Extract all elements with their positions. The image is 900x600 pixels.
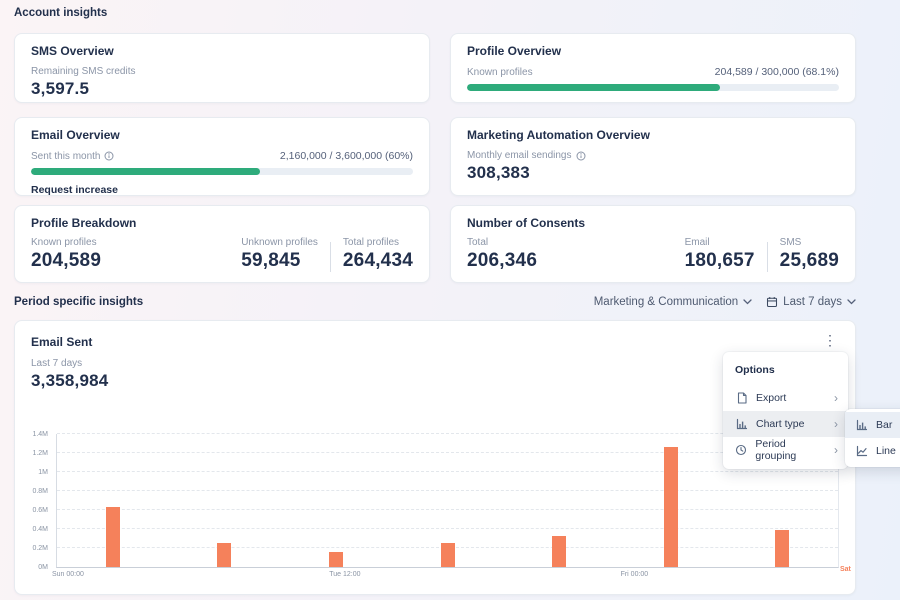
sent-this-month-label: Sent this month <box>31 150 101 162</box>
chevron-right-icon: › <box>834 443 838 457</box>
known-profiles-label: Known profiles <box>467 66 533 78</box>
y-tick-label: 1M <box>38 469 48 476</box>
chevron-right-icon: › <box>834 391 838 405</box>
known-profiles-fraction: 204,589 / 300,000 (68.1%) <box>714 66 839 78</box>
request-increase-link[interactable]: Request increase <box>31 184 118 196</box>
unknown-profiles-stat: Unknown profiles 59,845 <box>241 237 318 271</box>
email-sent-total: 3,358,984 <box>31 371 109 390</box>
gridline <box>57 509 838 510</box>
chart-y-axis: 0M 0.2M 0.4M 0.6M 0.8M 1M 1.2M 1.4M <box>15 431 51 571</box>
email-sent-fraction: 2,160,000 / 3,600,000 (60%) <box>279 150 413 162</box>
y-tick-label: 0.4M <box>32 526 48 533</box>
chart-x-axis: Sun 00:00 Tue 12:00 Fri 00:00 Sat <box>52 566 851 582</box>
period-insights-header: Period specific insights Marketing & Com… <box>14 296 856 308</box>
profile-overview-card: Profile Overview Known profiles 204,589 … <box>450 33 856 103</box>
consents-email-stat: Email 180,657 <box>684 237 755 271</box>
chevron-down-icon <box>743 299 752 305</box>
period-insights-heading: Period specific insights <box>14 296 144 308</box>
chart-type-submenu: Bar Line <box>845 409 900 467</box>
consents-total-stat: Total 206,346 <box>467 237 538 271</box>
total-profiles-stat: Total profiles 264,434 <box>342 237 413 271</box>
email-sent-subtitle: Last 7 days <box>31 358 83 369</box>
menu-item-chart-type[interactable]: Chart type › <box>723 411 848 437</box>
chevron-down-icon <box>847 299 856 305</box>
menu-item-export[interactable]: Export › <box>723 385 848 411</box>
gridline <box>57 433 838 434</box>
options-menu: Options Export › Chart type › Period gro… <box>723 352 848 469</box>
monthly-sendings-value: 308,383 <box>467 163 530 182</box>
y-tick-label: 1.4M <box>32 431 48 438</box>
profile-breakdown-card: Profile Breakdown Known profiles 204,589… <box>14 205 430 283</box>
divider <box>766 242 768 272</box>
email-overview-card: Email Overview Sent this month 2,160,000… <box>14 117 430 196</box>
gridline <box>57 528 838 529</box>
calendar-icon <box>766 296 778 308</box>
sms-overview-title: SMS Overview <box>31 44 114 58</box>
marketing-automation-title: Marketing Automation Overview <box>467 128 650 142</box>
sms-overview-card: SMS Overview Remaining SMS credits 3,597… <box>14 33 430 103</box>
profile-progress-fill <box>467 84 721 91</box>
bar-wed <box>440 542 455 567</box>
bar-tue <box>328 551 343 567</box>
bar-sun <box>105 507 120 567</box>
consents-sms-stat: SMS 25,689 <box>779 237 839 271</box>
bar-fri <box>663 447 678 567</box>
x-tick-label: Sun 00:00 <box>52 571 84 578</box>
x-tick-label: Fri 00:00 <box>620 571 649 578</box>
info-icon <box>104 151 114 161</box>
email-progress-track <box>31 168 413 175</box>
gridline <box>57 471 838 472</box>
email-progress-fill <box>31 168 261 175</box>
profile-breakdown-title: Profile Breakdown <box>31 216 137 230</box>
divider <box>329 242 331 272</box>
email-sent-title: Email Sent <box>31 335 93 349</box>
chart-plot <box>56 433 839 568</box>
consents-card: Number of Consents Total 206,346 Email 1… <box>450 205 856 283</box>
menu-item-period-grouping[interactable]: Period grouping › <box>723 437 848 463</box>
sms-credits-label: Remaining SMS credits <box>31 66 136 77</box>
line-chart-icon <box>855 445 868 457</box>
bar-chart-icon <box>855 419 868 431</box>
kebab-menu-icon[interactable]: ⋮ <box>823 332 837 348</box>
email-overview-title: Email Overview <box>31 128 120 142</box>
submenu-item-bar[interactable]: Bar <box>845 412 900 438</box>
options-menu-header: Options <box>735 364 775 376</box>
email-sent-card: Email Sent ⋮ Last 7 days 3,358,984 0M 0.2… <box>14 320 856 595</box>
bar-sat <box>775 530 790 567</box>
date-range-dropdown[interactable]: Last 7 days <box>766 296 856 308</box>
y-tick-label: 0.6M <box>32 507 48 514</box>
y-tick-label: 0.8M <box>32 488 48 495</box>
profile-progress-track <box>467 84 839 91</box>
y-tick-label: 0.2M <box>32 545 48 552</box>
account-insights-heading: Account insights <box>14 7 108 19</box>
x-end-label: Sat <box>840 566 851 573</box>
chevron-right-icon: › <box>834 417 838 431</box>
y-tick-label: 1.2M <box>32 450 48 457</box>
consents-title: Number of Consents <box>467 216 586 230</box>
y-tick-label: 0M <box>38 564 48 571</box>
gridline <box>57 490 838 491</box>
sms-credits-value: 3,597.5 <box>31 79 90 98</box>
info-icon <box>576 151 586 161</box>
file-icon <box>735 392 748 404</box>
bar-chart-icon <box>735 418 748 430</box>
monthly-sendings-label: Monthly email sendings <box>467 150 572 161</box>
bar-thu <box>552 535 567 567</box>
profile-overview-title: Profile Overview <box>467 44 562 58</box>
clock-icon <box>735 444 747 456</box>
bar-mon <box>217 542 232 567</box>
x-tick-label: Tue 12:00 <box>329 571 361 578</box>
gridline <box>57 452 838 453</box>
email-sent-chart: 0M 0.2M 0.4M 0.6M 0.8M 1M 1.2M 1.4M Sun 00:00 Tu… <box>15 321 855 594</box>
category-filter-dropdown[interactable]: Marketing & Communication <box>594 296 752 308</box>
marketing-automation-card: Marketing Automation Overview Monthly em… <box>450 117 856 196</box>
known-profiles-stat: Known profiles 204,589 <box>31 237 102 271</box>
submenu-item-line[interactable]: Line <box>845 438 900 464</box>
